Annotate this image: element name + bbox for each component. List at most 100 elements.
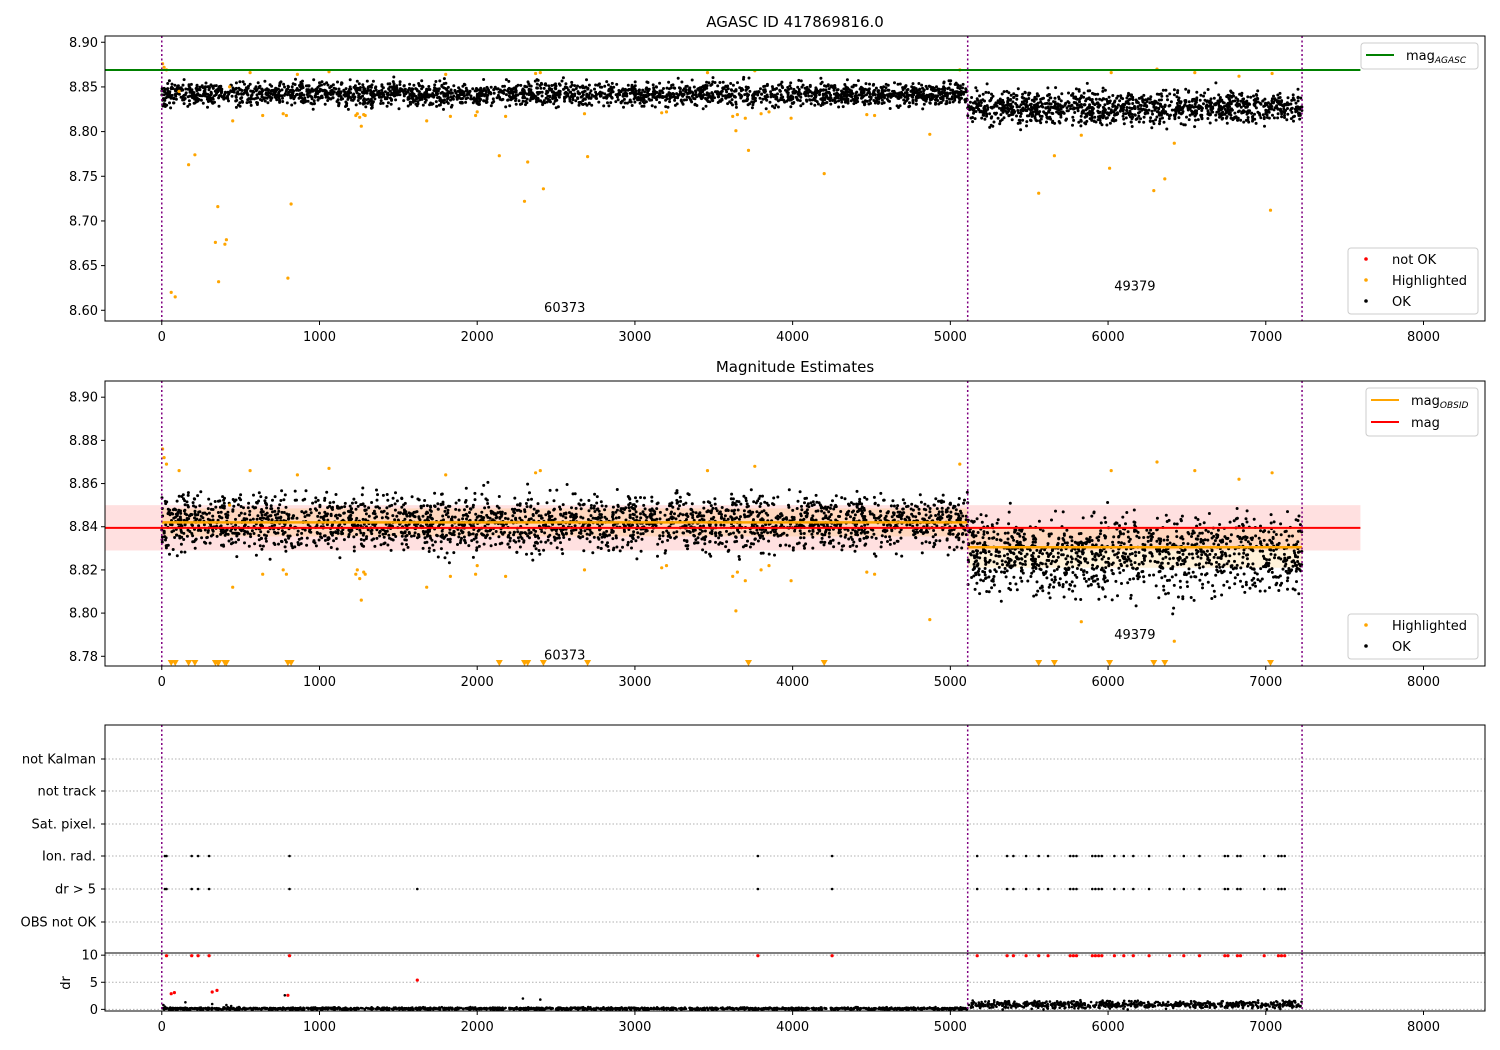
ok-point xyxy=(274,87,278,90)
obsid-label: 49379 xyxy=(1114,280,1155,295)
ok-point xyxy=(324,91,328,95)
ok-point xyxy=(1018,121,1022,125)
highlighted-point xyxy=(173,295,177,299)
ok-point xyxy=(1246,95,1250,99)
ok-point xyxy=(204,81,208,85)
ok-point xyxy=(1108,121,1112,125)
ok-point xyxy=(1046,86,1050,90)
ok-point xyxy=(211,514,215,518)
ok-point xyxy=(240,99,244,103)
panel-title: AGASC ID 417869816.0 xyxy=(706,13,884,31)
ok-point xyxy=(742,509,746,513)
ok-point xyxy=(485,100,489,104)
ok-point xyxy=(751,103,755,107)
ok-point xyxy=(241,92,245,96)
ok-point xyxy=(479,88,483,92)
ok-point xyxy=(213,100,216,104)
ok-point xyxy=(686,547,689,551)
ok-point xyxy=(1263,97,1267,101)
ok-point xyxy=(1158,122,1161,126)
ok-point xyxy=(705,93,709,97)
ok-point xyxy=(714,540,717,544)
ok-point xyxy=(651,90,655,94)
ok-point xyxy=(974,86,978,90)
ok-point xyxy=(932,529,936,532)
ok-point xyxy=(1252,94,1255,98)
ok-point xyxy=(1023,91,1027,95)
highlighted-point xyxy=(1163,177,1167,181)
ok-point xyxy=(1207,104,1211,108)
ok-point xyxy=(943,86,947,90)
ok-point xyxy=(329,93,333,96)
ok-point xyxy=(340,81,344,85)
ok-point xyxy=(1074,101,1077,105)
ok-point xyxy=(699,88,703,92)
ok-point xyxy=(892,504,896,508)
ok-point xyxy=(504,93,508,97)
ok-point xyxy=(824,91,828,95)
ok-point xyxy=(1107,111,1111,115)
ok-point xyxy=(442,93,446,97)
ok-point xyxy=(1071,123,1074,127)
ok-point xyxy=(412,534,416,538)
ok-point xyxy=(583,89,587,93)
ok-point xyxy=(1259,102,1263,106)
ok-point xyxy=(576,91,580,95)
ok-point xyxy=(1052,105,1056,109)
ok-point xyxy=(1130,125,1134,128)
ok-point xyxy=(199,98,203,102)
ok-point xyxy=(928,101,932,105)
ok-point xyxy=(791,508,795,512)
ok-point xyxy=(250,93,254,97)
ok-point xyxy=(914,515,918,519)
ok-point xyxy=(828,91,831,95)
ok-point xyxy=(1129,115,1132,119)
ok-point xyxy=(833,101,837,104)
ok-point xyxy=(450,97,454,101)
ok-point xyxy=(1177,116,1181,120)
ok-point xyxy=(837,541,841,545)
ok-point xyxy=(610,81,614,85)
ok-point xyxy=(840,97,844,101)
ok-point xyxy=(198,504,202,508)
ok-point xyxy=(420,79,424,83)
ok-point xyxy=(550,90,554,94)
ok-point xyxy=(402,92,406,96)
ok-point xyxy=(1077,98,1081,102)
ok-point xyxy=(407,95,411,99)
ok-point xyxy=(535,78,539,82)
ok-point xyxy=(594,83,598,87)
ok-point xyxy=(616,503,620,507)
ok-point xyxy=(542,86,546,90)
ok-point xyxy=(1130,113,1134,116)
ok-point xyxy=(1168,103,1172,107)
ok-point xyxy=(423,91,427,95)
ok-point xyxy=(1053,102,1057,106)
ok-point xyxy=(1112,104,1116,108)
ok-point xyxy=(527,91,531,94)
ok-point xyxy=(255,517,259,521)
ok-point xyxy=(1226,93,1230,97)
ok-point xyxy=(685,518,688,521)
ok-point xyxy=(929,85,933,89)
ok-point xyxy=(1286,112,1290,116)
ok-point xyxy=(188,102,192,106)
ok-point xyxy=(581,86,585,90)
ok-point xyxy=(1241,101,1245,105)
ok-point xyxy=(630,85,634,89)
ok-point xyxy=(1016,87,1020,91)
ok-point xyxy=(774,103,778,107)
ok-point xyxy=(1072,118,1076,122)
ok-point xyxy=(521,99,525,103)
ok-point xyxy=(504,516,507,520)
ok-point xyxy=(791,101,795,105)
ok-point xyxy=(1208,99,1212,103)
ok-point xyxy=(1054,86,1058,90)
ok-point xyxy=(438,79,442,83)
ok-point xyxy=(1090,106,1094,109)
ok-point xyxy=(407,88,410,92)
ok-point xyxy=(574,87,578,90)
ok-point xyxy=(731,83,735,87)
ok-point xyxy=(1091,91,1094,95)
ok-point xyxy=(1156,101,1160,105)
